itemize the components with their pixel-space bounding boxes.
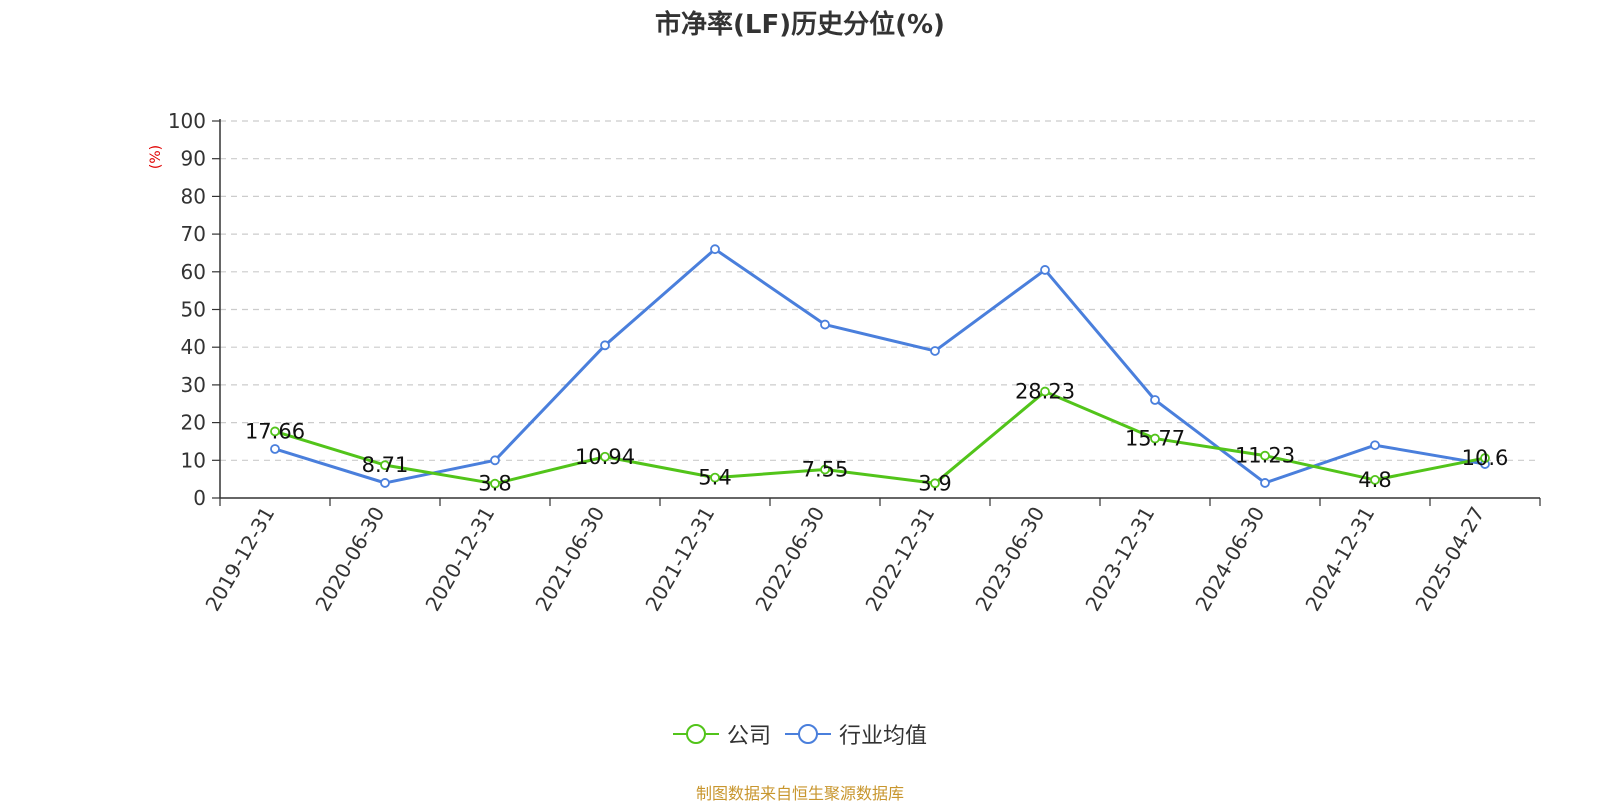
data-label: 15.77 — [1125, 427, 1185, 451]
data-label: 7.55 — [802, 458, 849, 482]
data-label: 28.23 — [1015, 380, 1075, 404]
legend-company-marker-icon — [672, 724, 719, 744]
x-tick-label: 2022-06-30 — [750, 503, 829, 616]
data-point-company[interactable] — [1260, 450, 1270, 461]
data-point-industry-average[interactable] — [1260, 478, 1270, 488]
data-label: 8.71 — [362, 453, 409, 477]
legend-item-industry-average[interactable]: 行业均值 — [785, 718, 927, 750]
data-labels: 17.66 8.71 3.8 10.94 5.4 7.55 3.9 28.23 15.77 11.… — [245, 380, 1508, 496]
x-tick-label: 2020-06-30 — [310, 503, 389, 616]
y-tick-label: 50 — [181, 298, 206, 322]
y-tick-label: 10 — [181, 448, 206, 472]
data-label: 3.9 — [918, 471, 951, 495]
data-point-company[interactable] — [270, 426, 280, 437]
data-label: 17.66 — [245, 419, 305, 443]
series-line-industry-average — [274, 247, 1486, 485]
y-tick-label: 100 — [168, 109, 206, 133]
series-line-company — [274, 390, 1486, 486]
series-layer — [270, 244, 1490, 489]
data-label: 10.94 — [575, 445, 635, 469]
y-axis-label: (%) — [148, 145, 164, 169]
x-tick-label: 2024-12-31 — [1300, 503, 1379, 616]
x-tick-label: 2023-06-30 — [970, 503, 1049, 616]
data-point-company[interactable] — [1040, 386, 1050, 397]
x-tick-label: 2021-06-30 — [530, 503, 609, 616]
y-tick-label: 40 — [181, 335, 206, 359]
chart-title: 市净率(LF)历史分位(%) — [655, 10, 945, 40]
x-tick-label: 2024-06-30 — [1190, 503, 1269, 616]
legend-industry-label: 行业均值 — [839, 724, 928, 749]
grid-lines — [220, 120, 1540, 461]
data-label: 5.4 — [698, 466, 731, 490]
data-point-company[interactable] — [490, 478, 500, 489]
x-tick-label: 2021-12-31 — [640, 503, 719, 616]
axes: 0 10 20 30 40 50 60 70 80 90 100 2019-12-31 2020-06-… — [168, 109, 1541, 616]
data-point-industry-average[interactable] — [600, 340, 610, 351]
y-tick-label: 80 — [181, 184, 206, 208]
data-point-company[interactable] — [600, 451, 610, 462]
data-point-industry-average[interactable] — [380, 478, 390, 488]
data-label: 10.6 — [1462, 446, 1509, 470]
x-tick-label: 2020-12-31 — [420, 503, 499, 616]
data-point-company[interactable] — [380, 460, 390, 471]
source-note: 制图数据来自恒生聚源数据库 — [695, 784, 904, 803]
x-tick-label: 2023-12-31 — [1080, 503, 1159, 616]
data-point-industry-average[interactable] — [710, 244, 720, 255]
data-label: 3.8 — [478, 472, 511, 496]
data-point-company[interactable] — [820, 464, 830, 475]
data-point-company[interactable] — [1370, 475, 1380, 485]
y-tick-label: 60 — [181, 260, 206, 284]
legend-item-company[interactable]: 公司 — [672, 718, 771, 750]
data-label: 11.23 — [1235, 444, 1295, 468]
data-point-industry-average[interactable] — [1370, 440, 1380, 451]
legend-company-label: 公司 — [726, 724, 771, 749]
x-tick-label: 2019-12-31 — [200, 503, 279, 616]
y-tick-label: 0 — [193, 486, 206, 510]
data-point-company[interactable] — [710, 472, 720, 483]
x-tick-label: 2025-04-27 — [1410, 503, 1489, 616]
y-tick-label: 20 — [181, 411, 206, 435]
y-tick-label: 70 — [181, 222, 206, 246]
data-point-company[interactable] — [1150, 433, 1160, 444]
legend: 公司 行业均值 — [0, 718, 1600, 750]
data-point-company[interactable] — [1480, 453, 1490, 463]
x-tick-label: 2022-12-31 — [860, 503, 939, 616]
data-label: 4.8 — [1358, 468, 1391, 492]
data-point-industry-average[interactable] — [1150, 395, 1160, 405]
data-point-industry-average[interactable] — [490, 455, 500, 466]
y-tick-label: 30 — [181, 373, 206, 397]
data-point-company[interactable] — [930, 478, 940, 489]
data-point-industry-average[interactable] — [270, 444, 280, 454]
y-tick-label: 90 — [181, 147, 206, 171]
data-point-industry-average[interactable] — [820, 319, 830, 330]
legend-industry-marker-icon — [785, 724, 831, 744]
data-point-industry-average[interactable] — [1040, 265, 1050, 275]
data-point-industry-average[interactable] — [930, 346, 940, 356]
